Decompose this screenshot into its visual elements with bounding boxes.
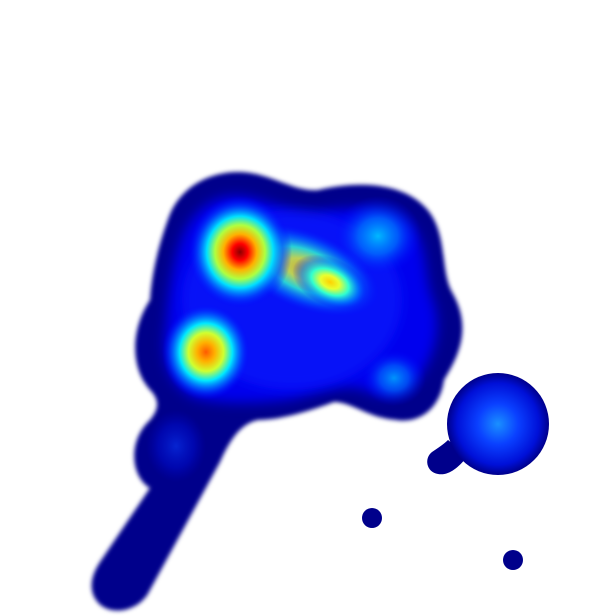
stem-blue bbox=[146, 410, 206, 482]
satellite-body bbox=[447, 373, 549, 475]
hotspots bbox=[146, 196, 426, 482]
blue-region-lower-right bbox=[362, 350, 426, 406]
isolated-dot bbox=[503, 550, 523, 570]
peak-orange-secondary bbox=[162, 304, 250, 400]
isolated-dot bbox=[362, 508, 382, 528]
peak-red-primary bbox=[188, 196, 292, 308]
satellite-blob bbox=[427, 373, 549, 475]
isolated-points bbox=[362, 508, 523, 570]
peak-yellow bbox=[292, 254, 368, 310]
